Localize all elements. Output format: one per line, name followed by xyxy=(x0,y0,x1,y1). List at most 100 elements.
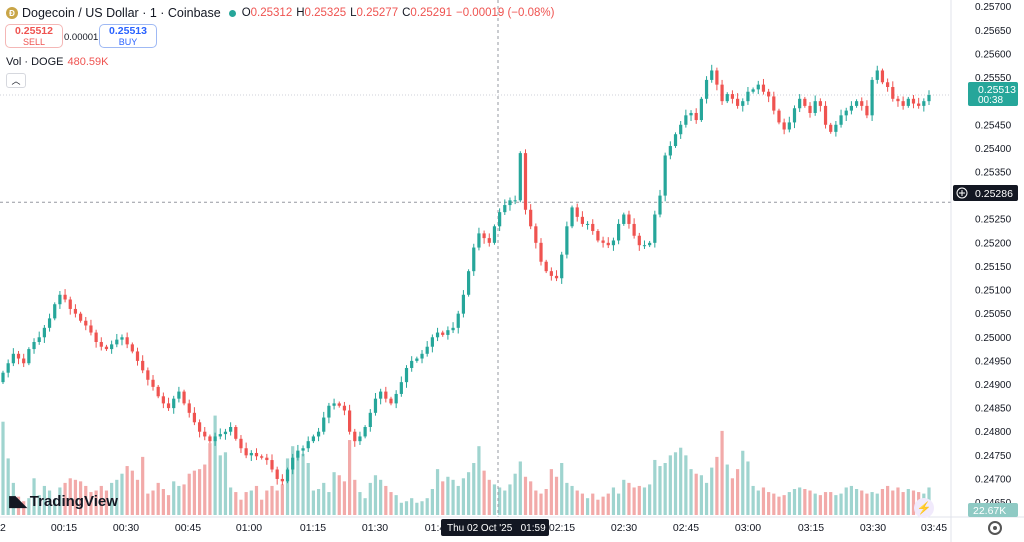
candle-body xyxy=(834,124,838,132)
volume-bar xyxy=(94,490,98,515)
symbol-header[interactable]: Ð Dogecoin / US Dollar · 1 · Coinbase O0… xyxy=(6,6,554,20)
volume-bar xyxy=(617,493,621,515)
candle-body xyxy=(808,105,812,113)
candle-body xyxy=(911,98,916,104)
candle-body xyxy=(596,231,600,241)
time-tick-label: 03:15 xyxy=(798,522,824,534)
candle-body xyxy=(172,398,176,409)
candle-body xyxy=(280,478,284,482)
volume-bar xyxy=(911,490,916,515)
candle-body xyxy=(673,134,678,147)
price-tick-label: 0.25050 xyxy=(975,309,1012,320)
candle-body xyxy=(239,438,243,449)
price-tick-label: 0.24850 xyxy=(975,404,1012,415)
sell-button[interactable]: 0.25512 SELL xyxy=(5,24,63,48)
candle-body xyxy=(637,235,641,246)
candle-body xyxy=(389,398,393,404)
volume-bar xyxy=(115,479,119,515)
volume-bar xyxy=(710,467,714,515)
tradingview-mark-icon: ▮◣ xyxy=(8,493,27,510)
volume-bar xyxy=(146,493,150,515)
ohlc-open: O0.25312 xyxy=(241,7,293,19)
volume-bar xyxy=(565,482,569,515)
volume-bar xyxy=(606,493,610,515)
price-axis[interactable]: 0.257000.256500.256000.255500.255000.254… xyxy=(975,2,1012,509)
time-tick-label: 01:4 xyxy=(425,522,446,534)
candle-body xyxy=(611,240,616,246)
candle-body xyxy=(332,403,336,406)
candle-body xyxy=(1,372,5,383)
candle-body xyxy=(751,89,755,92)
symbol-title[interactable]: Dogecoin / US Dollar · 1 · Coinbase xyxy=(22,6,221,20)
time-tick-label: 02:30 xyxy=(611,522,637,534)
candle-body xyxy=(110,344,114,350)
candle-body xyxy=(854,101,859,106)
candle-body xyxy=(337,403,341,406)
candle-body xyxy=(22,358,26,364)
candle-body xyxy=(151,379,155,387)
candle-body xyxy=(84,320,88,326)
candle-body xyxy=(27,349,31,364)
buy-button[interactable]: 0.25513 BUY xyxy=(99,24,157,48)
volume-bar xyxy=(513,473,517,515)
volume-bar xyxy=(751,485,755,515)
candle-countdown: 00:38 xyxy=(978,95,1003,106)
volume-bar xyxy=(461,478,466,515)
price-tick-label: 0.24950 xyxy=(975,356,1012,367)
volume-bar xyxy=(11,482,15,515)
candle-body xyxy=(342,405,347,411)
volume-bar xyxy=(104,490,109,515)
volume-bar xyxy=(472,463,476,515)
volume-legend[interactable]: Vol · DOGE 480.59K xyxy=(6,56,108,68)
volume-bar xyxy=(296,452,300,515)
candle-body xyxy=(896,98,900,102)
volume-bar xyxy=(84,485,88,515)
chevron-up-icon[interactable]: ︿ xyxy=(6,73,26,88)
sell-label: SELL xyxy=(22,37,46,47)
candle-body xyxy=(772,96,776,111)
time-axis[interactable]: 2 00:15 00:30 00:45 01:00 01:15 01:30 01:4 02:15… xyxy=(0,522,947,534)
candle-body xyxy=(161,396,165,404)
volume-bar xyxy=(808,490,812,515)
candle-body xyxy=(606,242,610,246)
candle-body xyxy=(229,427,233,432)
volume-bar xyxy=(254,485,259,515)
volume-bar xyxy=(311,490,315,515)
candle-body xyxy=(508,200,512,206)
gear-icon[interactable] xyxy=(988,521,1002,535)
price-tick-label: 0.25250 xyxy=(975,215,1012,226)
volume-bar xyxy=(223,452,228,515)
crosshair-time-value: Thu 02 Oct '25 01:59 xyxy=(447,523,546,534)
crosshair-plus-icon[interactable] xyxy=(956,187,968,199)
volume-bar xyxy=(787,492,791,515)
volume-bar xyxy=(813,493,817,515)
volume-bar xyxy=(498,487,502,515)
volume-bar xyxy=(704,482,709,515)
volume-bar xyxy=(234,492,238,515)
candle-body xyxy=(53,304,57,319)
candle-body xyxy=(296,450,300,458)
volume-bar xyxy=(503,490,507,515)
volume-bar xyxy=(653,459,657,515)
candle-body xyxy=(927,95,931,102)
time-tick-label: 03:45 xyxy=(921,522,947,534)
tradingview-logo[interactable]: ▮◣ TradingView xyxy=(8,492,118,511)
volume-bar xyxy=(260,499,264,515)
lightning-icon[interactable]: ⚡ xyxy=(914,498,934,518)
candle-body xyxy=(741,101,745,106)
candle-body xyxy=(441,332,445,335)
volume-bar xyxy=(399,502,403,515)
volume-bar xyxy=(823,492,828,515)
candle-body xyxy=(394,393,398,404)
volume-bar xyxy=(539,493,543,515)
candle-body xyxy=(182,391,186,404)
candle-body xyxy=(704,79,709,99)
volume-bar xyxy=(16,496,21,515)
candle-body xyxy=(213,436,217,442)
volume-bar xyxy=(306,463,310,515)
candle-body xyxy=(906,98,910,106)
candle-body xyxy=(735,98,740,106)
volume-bar xyxy=(875,493,879,515)
volume-bar xyxy=(58,487,62,515)
